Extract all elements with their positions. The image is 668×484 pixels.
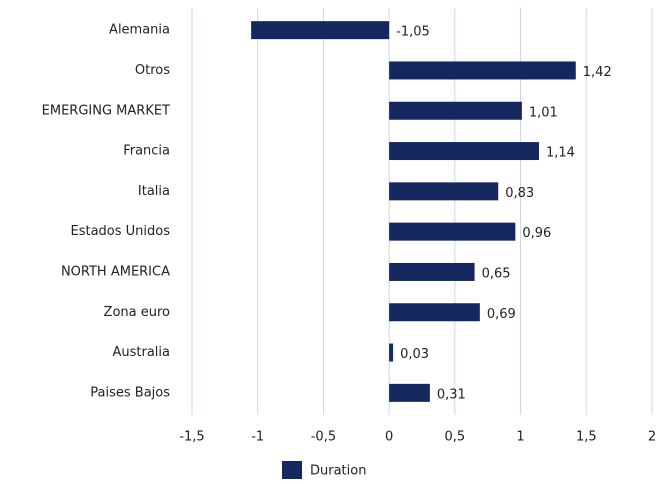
x-tick-label: -1,5 [179, 430, 204, 445]
value-label: 0,31 [437, 387, 466, 402]
y-tick-label: Francia [123, 144, 170, 159]
value-label: 1,42 [583, 65, 612, 80]
value-label: 0,96 [522, 226, 551, 241]
x-tick-label: 1 [516, 430, 524, 445]
bar [389, 142, 539, 161]
bar [389, 262, 475, 281]
x-tick-label: 2 [648, 430, 656, 445]
legend-label: Duration [310, 464, 366, 479]
value-label: 1,14 [546, 146, 575, 161]
y-tick-label: EMERGING MARKET [42, 103, 170, 118]
value-label: 0,03 [400, 347, 429, 362]
bar [389, 61, 576, 80]
x-tick-label: -0,5 [311, 430, 336, 445]
bar [389, 303, 480, 322]
y-tick-label: Zona euro [104, 305, 170, 320]
value-label: 0,69 [487, 307, 516, 322]
y-tick-label: Italia [138, 184, 170, 199]
value-label: 0,83 [505, 186, 534, 201]
y-tick-label: Otros [135, 63, 170, 78]
y-tick-label: NORTH AMERICA [61, 264, 170, 279]
y-tick-label: Paises Bajos [90, 385, 170, 400]
bar [389, 182, 499, 201]
x-tick-label: 1,5 [576, 430, 597, 445]
value-label: 1,01 [529, 105, 558, 120]
x-tick-label: -1 [251, 430, 264, 445]
bar [389, 101, 522, 120]
y-tick-label: Australia [112, 345, 170, 360]
x-tick-label: 0,5 [445, 430, 466, 445]
value-label: 0,65 [482, 266, 511, 281]
bar [389, 383, 430, 402]
bar [251, 21, 390, 40]
y-tick-label: Estados Unidos [70, 224, 170, 239]
bar [389, 222, 516, 241]
legend-swatch [282, 461, 302, 479]
x-tick-label: 0 [385, 430, 393, 445]
value-label: -1,05 [396, 25, 430, 40]
bar [389, 343, 394, 362]
y-tick-label: Alemania [109, 23, 170, 38]
